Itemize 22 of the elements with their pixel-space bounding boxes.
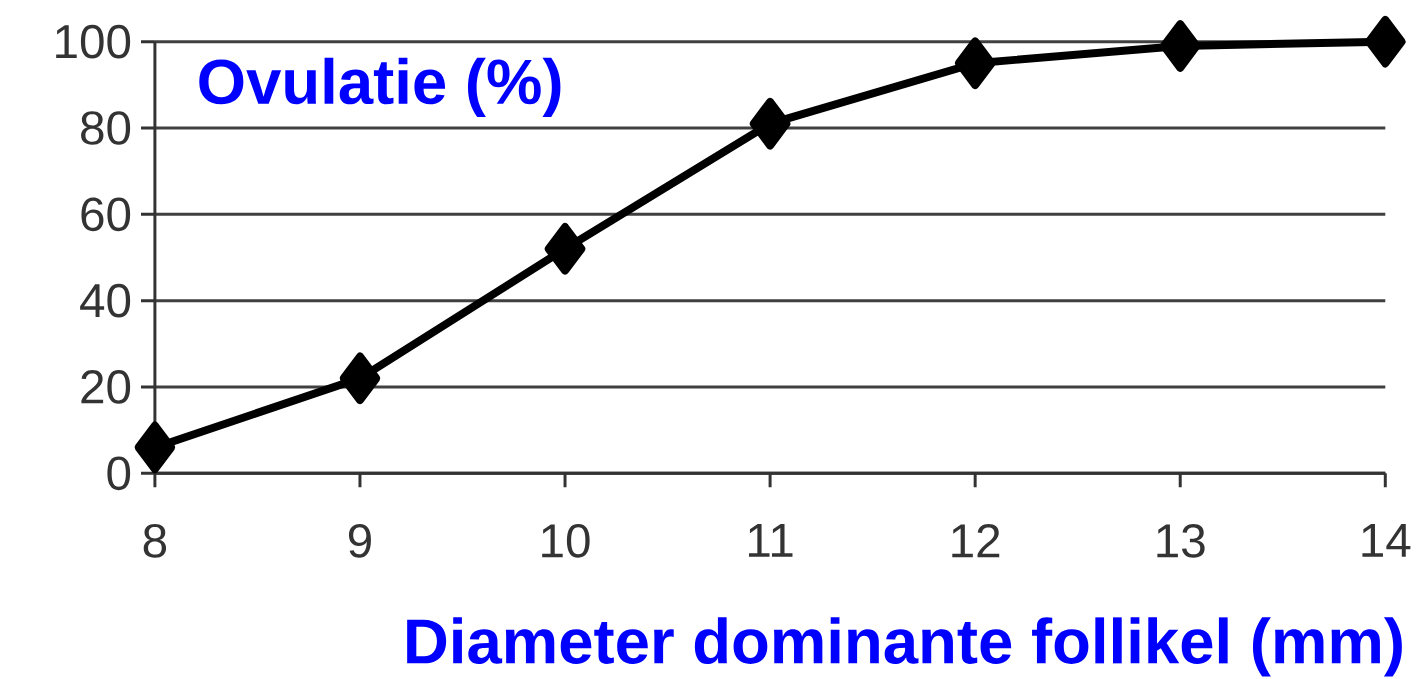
- x-tick-label: 12: [952, 524, 1000, 558]
- x-tick-label: 8: [143, 524, 167, 558]
- x-tick-label: 10: [542, 524, 590, 558]
- x-tick-label: 14: [1362, 524, 1411, 557]
- x-axis-title: Diameter dominante follikel (mm): [407, 617, 1402, 677]
- x-tick-label: 11: [749, 524, 793, 557]
- x-tick-label: 9: [348, 524, 371, 558]
- y-tick-label: 20: [81, 370, 131, 404]
- point: [134, 421, 176, 474]
- point: [339, 352, 381, 405]
- point: [1159, 20, 1201, 72]
- y-tick-label: 60: [81, 197, 131, 232]
- y-tick-label: 100: [56, 24, 131, 59]
- point: [954, 37, 996, 90]
- point: [749, 98, 791, 150]
- y-tick-label: 0: [107, 456, 131, 491]
- y-tick-label: 80: [81, 111, 131, 146]
- point: [1364, 16, 1406, 68]
- x-tick-label: 13: [1157, 524, 1205, 558]
- point: [544, 223, 586, 275]
- y-axis-title: Ovulatie (%): [199, 57, 561, 118]
- y-tick-label: 40: [80, 283, 131, 318]
